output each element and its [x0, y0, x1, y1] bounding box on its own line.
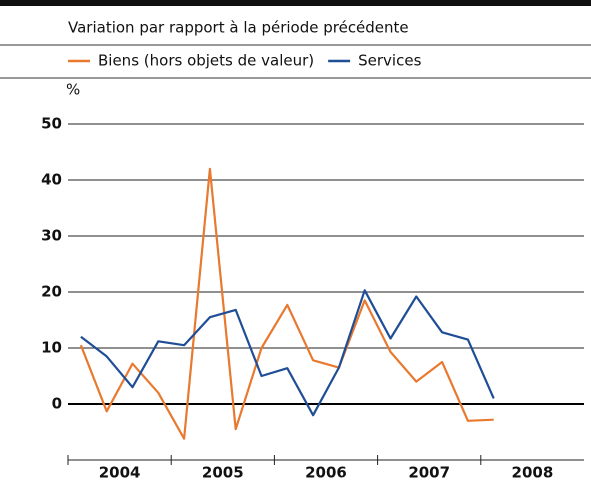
y-unit: % [66, 81, 80, 99]
x-tick-label: 2004 [99, 464, 141, 482]
top-bar [0, 0, 591, 6]
x-tick-label: 2008 [512, 464, 554, 482]
x-tick-label: 2005 [202, 464, 244, 482]
y-tick-label: 50 [41, 115, 62, 133]
y-tick-label: 20 [41, 283, 62, 301]
y-tick-label: 10 [41, 339, 62, 357]
y-tick-label: 40 [41, 171, 62, 189]
legend-label: Services [358, 52, 421, 70]
series-line [80, 289, 495, 417]
x-tick-label: 2007 [408, 464, 450, 482]
legend-label: Biens (hors objets de valeur) [98, 52, 314, 70]
x-tick-label: 2006 [305, 464, 347, 482]
chart-subtitle: Variation par rapport à la période précé… [68, 19, 409, 37]
y-tick-label: 0 [52, 395, 62, 413]
y-tick-label: 30 [41, 227, 62, 245]
series-line [79, 167, 494, 440]
